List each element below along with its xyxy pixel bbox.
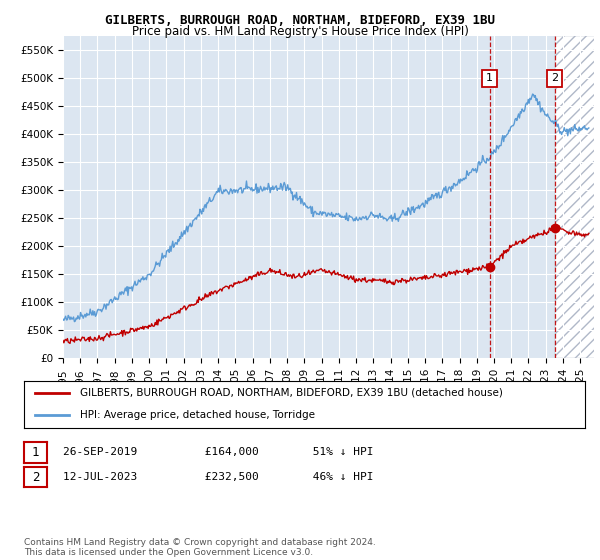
Text: Contains HM Land Registry data © Crown copyright and database right 2024.
This d: Contains HM Land Registry data © Crown c… [24,538,376,557]
Bar [490,36,555,358]
Text: 1: 1 [486,73,493,83]
Text: 2: 2 [32,470,39,484]
Text: 26-SEP-2019          £164,000        51% ↓ HPI: 26-SEP-2019 £164,000 51% ↓ HPI [63,447,373,458]
Text: 12-JUL-2023          £232,500        46% ↓ HPI: 12-JUL-2023 £232,500 46% ↓ HPI [63,472,373,482]
Text: 2: 2 [551,73,559,83]
Text: GILBERTS, BURROUGH ROAD, NORTHAM, BIDEFORD, EX39 1BU (detached house): GILBERTS, BURROUGH ROAD, NORTHAM, BIDEFO… [80,388,503,398]
Text: 1: 1 [32,446,39,459]
Text: Price paid vs. HM Land Registry's House Price Index (HPI): Price paid vs. HM Land Registry's House … [131,25,469,38]
Bar [555,36,600,358]
Text: GILBERTS, BURROUGH ROAD, NORTHAM, BIDEFORD, EX39 1BU: GILBERTS, BURROUGH ROAD, NORTHAM, BIDEFO… [105,14,495,27]
Text: HPI: Average price, detached house, Torridge: HPI: Average price, detached house, Torr… [80,410,315,420]
